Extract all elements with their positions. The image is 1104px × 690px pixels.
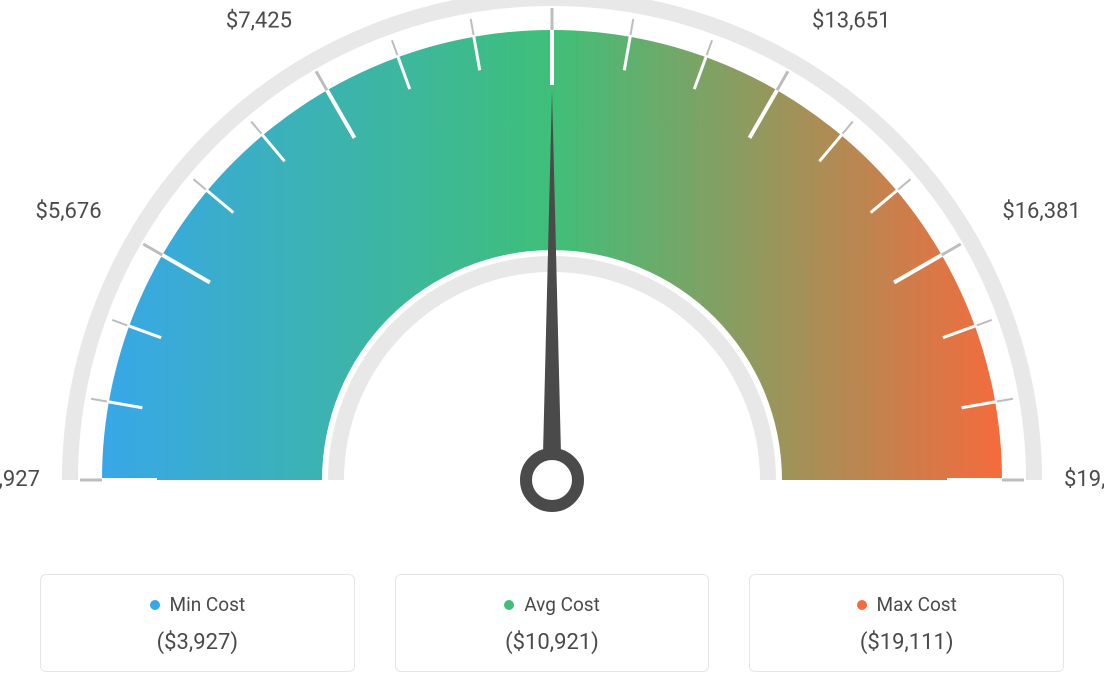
gauge-tick-label: $5,676 — [36, 199, 102, 224]
legend-row: Min Cost ($3,927) Avg Cost ($10,921) Max… — [0, 574, 1104, 672]
legend-title-max: Max Cost — [857, 593, 957, 616]
gauge-tick-label: $3,927 — [0, 467, 40, 492]
legend-title-min: Min Cost — [150, 593, 246, 616]
gauge-svg: $3,927$5,676$7,425$10,921$13,651$16,381$… — [0, 0, 1104, 560]
gauge-tick-label: $7,425 — [226, 9, 292, 34]
legend-label: Min Cost — [170, 593, 246, 616]
dot-icon — [857, 600, 867, 610]
gauge-tick-label: $19,111 — [1064, 467, 1104, 492]
legend-card-max: Max Cost ($19,111) — [749, 574, 1064, 672]
legend-label: Avg Cost — [524, 593, 600, 616]
gauge-area: $3,927$5,676$7,425$10,921$13,651$16,381$… — [0, 0, 1104, 560]
dot-icon — [150, 600, 160, 610]
cost-gauge-chart: $3,927$5,676$7,425$10,921$13,651$16,381$… — [0, 0, 1104, 690]
gauge-tick-label: $16,381 — [1002, 199, 1081, 224]
legend-card-min: Min Cost ($3,927) — [40, 574, 355, 672]
legend-title-avg: Avg Cost — [504, 593, 600, 616]
legend-value-avg: ($10,921) — [406, 630, 699, 655]
legend-card-avg: Avg Cost ($10,921) — [395, 574, 710, 672]
legend-value-max: ($19,111) — [760, 630, 1053, 655]
gauge-hub — [526, 454, 578, 506]
legend-label: Max Cost — [877, 593, 957, 616]
legend-value-min: ($3,927) — [51, 630, 344, 655]
gauge-tick-label: $13,651 — [812, 9, 891, 34]
dot-icon — [504, 600, 514, 610]
